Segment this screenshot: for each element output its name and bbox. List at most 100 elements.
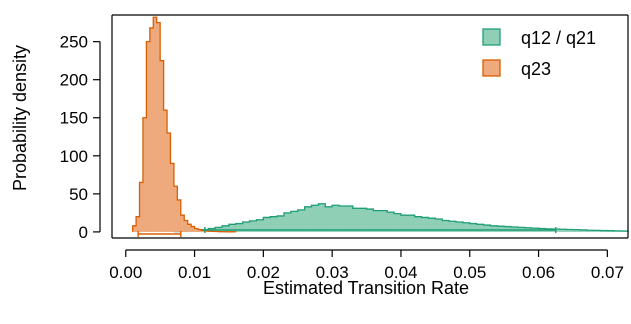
histogram-bar (318, 203, 326, 232)
histogram-bar (184, 220, 188, 232)
x-tick-label: 0.06 (522, 263, 555, 282)
x-ticks: 0.00 0.01 0.02 0.03 0.04 0.05 0.06 0.07 (109, 250, 624, 282)
histogram-bar (277, 215, 285, 232)
histogram-bar (256, 219, 264, 232)
x-tick-label: 0.04 (384, 263, 417, 282)
histogram-bar (387, 212, 395, 232)
histogram-bar (311, 205, 319, 232)
y-tick-label: 250 (60, 33, 88, 52)
legend-label-q23: q23 (521, 59, 551, 79)
histogram-bar (366, 209, 374, 232)
histogram-bar (170, 163, 175, 232)
x-tick-label: 0.02 (247, 263, 280, 282)
histogram-bar (435, 218, 443, 232)
interval-layer (137, 227, 557, 237)
x-axis-title: Estimated Transition Rate (263, 278, 469, 298)
histogram-bar (497, 226, 505, 232)
histogram-bar (153, 17, 158, 232)
histogram-bar (407, 215, 416, 232)
histogram-bar (228, 224, 237, 232)
histogram-bar (559, 229, 567, 232)
histogram-bar (600, 230, 608, 232)
y-tick-label: 200 (60, 71, 88, 90)
histogram-bar (242, 222, 250, 232)
histogram-bar (339, 206, 347, 232)
histogram-bar (449, 221, 457, 232)
histogram-bar (297, 209, 305, 232)
histogram-bar (136, 216, 140, 232)
histogram-bar (332, 205, 340, 232)
histogram-bar (191, 226, 195, 232)
histogram-bar (304, 206, 312, 232)
legend-label-q12-q21: q12 / q21 (521, 28, 596, 48)
histogram-bar (566, 229, 574, 232)
histogram-bar (180, 215, 185, 232)
histogram-bar (380, 210, 388, 232)
histogram-bar (235, 223, 244, 232)
histogram-bar (428, 218, 436, 232)
histogram-bar (572, 229, 581, 232)
histogram-bar (593, 230, 601, 232)
histogram-bar (345, 206, 354, 232)
histogram-bar (394, 213, 402, 232)
histogram-bar (456, 222, 464, 232)
credible-interval-q12-q21 (204, 227, 557, 233)
histogram-bar (325, 206, 333, 232)
credible-interval-q23 (137, 231, 182, 237)
histogram-bar (173, 186, 178, 232)
y-axis-title: Probability density (10, 45, 30, 191)
histogram-bar (249, 220, 257, 232)
histogram-bar (373, 210, 381, 232)
histogram-bar (462, 222, 471, 232)
histogram-bar (490, 225, 498, 232)
series-q23 (131, 16, 237, 233)
histogram-bar (132, 225, 137, 232)
legend-swatch-q23 (482, 59, 501, 77)
histogram-bar (359, 208, 367, 232)
histogram-bar (160, 60, 164, 232)
x-tick-label: 0.03 (316, 263, 349, 282)
histogram-bar (414, 216, 422, 232)
histogram-bar (177, 199, 182, 232)
x-tick-label: 0.01 (178, 263, 211, 282)
histogram-bar (352, 208, 360, 232)
histogram-bar (142, 117, 147, 232)
x-tick-label: 0.00 (109, 263, 142, 282)
histogram-bar (187, 224, 192, 232)
histogram-bar (290, 211, 299, 232)
histogram-bar (270, 216, 278, 232)
y-tick-label: 100 (60, 147, 88, 166)
histogram-outline (131, 16, 237, 233)
legend: q12 / q21 q23 (482, 28, 596, 79)
y-tick-label: 150 (60, 109, 88, 128)
histogram-bar (469, 223, 477, 232)
histogram-bar (146, 41, 151, 232)
histogram-bar (222, 225, 230, 232)
histogram-bar (400, 215, 409, 232)
histogram-bar (194, 228, 199, 232)
histogram-bar (139, 182, 144, 232)
legend-swatch-q12-q21 (482, 28, 501, 46)
histogram-bar (579, 229, 588, 232)
x-tick-label: 0.07 (591, 263, 624, 282)
histogram-bar (442, 220, 450, 232)
histogram-bar (476, 224, 484, 232)
histogram-bar (201, 230, 206, 232)
axes-layer (99, 14, 629, 251)
histogram-bar (149, 27, 154, 232)
y-tick-label: 50 (69, 185, 88, 204)
histogram-bar (167, 132, 171, 232)
histogram-bar (284, 212, 292, 232)
histogram-bar (504, 226, 512, 232)
histogram-bar (156, 22, 161, 232)
series-q12-q21 (173, 203, 629, 233)
histogram-bar (421, 217, 429, 232)
histogram-bar (483, 225, 491, 232)
histogram-bar (263, 217, 271, 232)
y-tick-label: 0 (79, 223, 88, 242)
histogram-bar (586, 230, 594, 232)
y-ticks: 0 50 100 150 200 250 (60, 33, 100, 242)
histogram-bar (163, 110, 168, 232)
x-tick-label: 0.05 (453, 263, 486, 282)
